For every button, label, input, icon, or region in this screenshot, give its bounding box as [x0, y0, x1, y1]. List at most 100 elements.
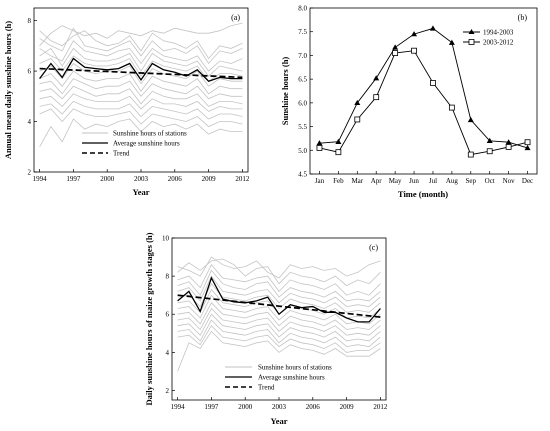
panel-c-station-line-12: [177, 319, 381, 348]
panel-c-station-line-10: [177, 307, 381, 336]
panel-b-point-2003-dec: [524, 139, 531, 146]
panel-b-legend-2003-marker: [468, 39, 475, 45]
panel-b-point-1994-oct: [486, 137, 493, 143]
panel-b-y-tick-label-7: 8.0: [298, 5, 307, 13]
panel-b-series-2-line: [319, 50, 528, 156]
panel-c-x-tick-label-1994: 1994: [171, 403, 186, 411]
panel-c-station-line-11: [177, 313, 381, 342]
panel-b-series-1-line: [319, 27, 528, 149]
panel-b-point-1994-jan: [316, 140, 323, 146]
panel-a-x-tick-label-2012: 2012: [235, 175, 250, 183]
panel-b-legend-2003-label: 2003-2012: [483, 39, 514, 47]
panel-c-legend-trend-label: Trend: [258, 384, 275, 392]
panel-b-x-tick-label-apr: Apr: [371, 177, 383, 185]
panel-b-x-tick-label-mar: Mar: [351, 177, 363, 185]
panel-b-point-2003-sep: [467, 151, 474, 158]
panel-a-legend-average-label: Average sunshine hours: [113, 140, 180, 148]
panel-b-point-2003-jun: [411, 47, 417, 54]
panel-b-point-2003-aug: [448, 104, 455, 111]
panel-b-point-1994-jul: [429, 25, 436, 31]
panel-a-x-axis-title: Year: [133, 187, 150, 197]
panel-c-station-line-13: [177, 325, 381, 353]
panel-a-y-tick-label-8: 8: [28, 17, 32, 25]
panel-c-station-line-14: [177, 330, 381, 372]
panel-a-legend: Sunshine hours of stations Average sunsh…: [82, 130, 187, 158]
panel-a-station-line-14: [39, 118, 243, 147]
panel-a-letter: (a): [231, 13, 240, 22]
panel-b-point-2003-may: [392, 50, 399, 56]
panel-b-x-tick-label-feb: Feb: [333, 177, 344, 185]
panel-c-station-line-5: [177, 275, 381, 308]
panel-a-x-tick-label-1997: 1997: [66, 175, 81, 183]
panel-b-legend-1994-marker: [468, 29, 475, 34]
panel-b-point-1994-may: [392, 44, 399, 50]
panel-c-station-line-1: [177, 256, 381, 279]
panel-c-trend-line: [177, 294, 381, 318]
panel-b-letter: (b): [518, 13, 528, 22]
panel-b-x-tick-label-oct: Oct: [485, 177, 495, 185]
panel-c-x-tick-label-2006: 2006: [306, 403, 321, 411]
panel-a-station-line-4: [39, 40, 243, 72]
panel-b-point-1994-sep: [467, 116, 474, 123]
panel-c-axes: 1994 1997 2000 2003 2006 2009 2012 2 4 6 8 10: [162, 235, 388, 412]
panel-b-monthly-chart: Jan Feb Mar Apr May Jun Jul Aug Sep Oct Nov Dec 4.5 5…: [280, 5, 538, 199]
panel-c-x-axis-title: Year: [271, 416, 288, 426]
panel-a-station-line-3: [39, 27, 243, 65]
panel-b-point-1994-apr: [373, 75, 380, 81]
panel-c-x-tick-label-2000: 2000: [238, 403, 253, 411]
panel-c-y-tick-label-4: 4: [166, 349, 170, 357]
panel-b-point-1994-mar: [354, 99, 361, 106]
panel-b-x-tick-label-aug: Aug: [446, 177, 459, 185]
panel-a-y-axis-title: Annual mean daily sunshine hours (h): [3, 21, 13, 159]
panel-b-x-tick-label-may: May: [389, 177, 402, 185]
panel-c-average-line: [177, 276, 381, 323]
panel-b-y-tick-label-6: 7.5: [298, 28, 307, 36]
panel-b-y-tick-label-5: 7.0: [298, 52, 307, 60]
panel-b-point-2003-oct: [486, 148, 493, 155]
panel-b-y-tick-label-3: 6.0: [298, 99, 307, 107]
panel-a-x-tick-label-1994: 1994: [33, 175, 48, 183]
panel-b-point-2003-apr: [373, 94, 380, 101]
panel-b-y-tick-label-4: 6.5: [298, 76, 307, 84]
panel-b-point-2003-feb: [335, 149, 342, 156]
panel-c-station-line-3: [177, 263, 381, 296]
panel-a-y-tick-label-2: 2: [28, 169, 32, 177]
panel-c-y-tick-label-2: 2: [166, 387, 170, 395]
panel-b-x-tick-label-sep: Sep: [466, 177, 477, 185]
panel-b-x-tick-label-nov: Nov: [503, 177, 516, 185]
panel-b-legend: 1994-2003 2003-2012: [463, 29, 514, 47]
panel-b-x-axis-title: Time (month): [398, 189, 448, 199]
panel-a-x-tick-label-2006: 2006: [168, 175, 183, 183]
panel-b-point-1994-nov: [505, 139, 512, 145]
panel-a-station-line-2: [39, 30, 243, 60]
panel-c-y-tick-label-10: 10: [162, 235, 170, 243]
panel-c-station-line-8: [177, 294, 381, 325]
panel-a-trend-line: [39, 67, 243, 79]
panel-a-station-line-11: [39, 93, 243, 112]
panel-a-station-line-13: [39, 108, 243, 128]
panel-a-y-tick-label-6: 6: [28, 68, 32, 76]
panel-b-point-2003-jan: [316, 145, 323, 151]
panel-b-point-2003-mar: [354, 116, 361, 123]
panel-c-y-tick-label-6: 6: [166, 311, 170, 319]
panel-a-station-line-8: [39, 70, 243, 95]
panel-a-station-line-5: [39, 47, 243, 77]
panel-a-x-tick-label-2009: 2009: [202, 175, 217, 183]
panel-a-x-tick-label-2003: 2003: [134, 175, 149, 183]
panel-a-marks: [39, 22, 243, 147]
panel-b-axes: Jan Feb Mar Apr May Jun Jul Aug Sep Oct Nov Dec 4.5 5…: [298, 5, 533, 186]
panel-a-annual-mean-chart: 1994 1997 2000 2003 2006 2009 2012 2 4 6 8 (a) Yea…: [3, 7, 250, 197]
panel-b-plot-frame: [309, 7, 538, 175]
panel-b-legend-1994-label: 1994-2003: [483, 29, 514, 37]
panel-c-station-line-2: [177, 258, 381, 287]
panel-c-legend-stations-label: Sunshine hours of stations: [258, 364, 332, 372]
panel-c-x-tick-label-2009: 2009: [340, 403, 355, 411]
panel-c-x-tick-label-1997: 1997: [204, 403, 219, 411]
panel-c-marks: [177, 256, 381, 372]
panel-b-y-axis-title: Sunshine hours (h): [280, 57, 290, 126]
panel-b-point-1994-feb: [335, 138, 342, 144]
panel-a-station-line-12: [39, 100, 243, 120]
panel-c-station-line-4: [177, 269, 381, 302]
panel-c-y-tick-label-8: 8: [166, 273, 170, 281]
